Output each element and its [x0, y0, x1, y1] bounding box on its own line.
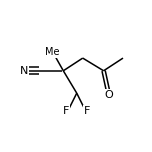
Text: O: O: [104, 90, 113, 100]
Text: N: N: [20, 66, 29, 76]
Text: Me: Me: [45, 47, 59, 57]
Text: F: F: [63, 106, 69, 116]
Text: F: F: [84, 106, 90, 116]
